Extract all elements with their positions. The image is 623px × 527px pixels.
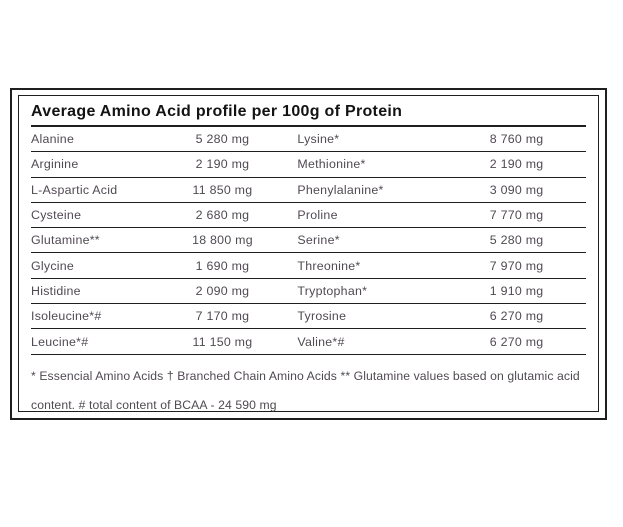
amino-value-left: 11 850 mg [192,182,253,197]
amino-name-left: Histidine [31,283,81,298]
amino-name-right: Methionine* [297,157,366,172]
footnote-line-1: * Essencial Amino Acids † Branched Chain… [31,368,580,383]
table-title: Average Amino Acid profile per 100g of P… [31,96,586,127]
amino-value-left: 2 090 mg [195,283,250,298]
amino-profile-outer-frame: Average Amino Acid profile per 100g of P… [10,88,607,420]
amino-name-left: Glycine [31,258,75,273]
amino-name-left: Alanine [31,132,75,147]
amino-value-left: 2 190 mg [195,157,250,172]
amino-name-right: Lysine* [297,132,340,147]
amino-acid-table: Alanine 5 280 mg Lysine* 8 760 mg Argini… [31,127,586,355]
amino-name-left: Isoleucine*# [31,309,102,324]
table-row: Alanine 5 280 mg Lysine* 8 760 mg [31,127,586,153]
table-row: Glycine 1 690 mg Threonine* 7 970 mg [31,253,586,279]
amino-value-right: 7 770 mg [489,208,544,223]
amino-name-right: Tyrosine [297,309,347,324]
amino-value-right: 8 760 mg [489,132,544,147]
amino-value-left: 1 690 mg [195,258,250,273]
table-footnote: * Essencial Amino Acids † Branched Chain… [31,355,586,420]
amino-value-left: 5 280 mg [195,132,250,147]
table-row: L-Aspartic Acid 11 850 mg Phenylalanine*… [31,178,586,203]
amino-name-right: Phenylalanine* [297,182,384,197]
amino-name-right: Serine* [297,233,340,248]
amino-profile-inner-frame: Average Amino Acid profile per 100g of P… [18,95,599,412]
amino-value-left: 2 680 mg [195,208,250,223]
amino-value-right: 7 970 mg [489,258,544,273]
amino-value-right: 6 270 mg [489,334,544,349]
amino-name-left: Glutamine** [31,233,100,248]
amino-value-left: 7 170 mg [195,309,250,324]
amino-value-left: 18 800 mg [192,233,253,248]
amino-value-right: 1 910 mg [489,283,544,298]
amino-value-right: 6 270 mg [489,309,544,324]
table-row: Glutamine** 18 800 mg Serine* 5 280 mg [31,228,586,254]
amino-value-right: 3 090 mg [489,182,544,197]
amino-name-right: Valine*# [297,334,345,349]
amino-name-left: Arginine [31,157,79,172]
table-row: Arginine 2 190 mg Methionine* 2 190 mg [31,152,586,178]
amino-value-left: 11 150 mg [192,334,253,349]
table-row: Cysteine 2 680 mg Proline 7 770 mg [31,203,586,229]
amino-name-left: L-Aspartic Acid [31,182,118,197]
table-row: Histidine 2 090 mg Tryptophan* 1 910 mg [31,279,586,305]
amino-name-right: Tryptophan* [297,283,368,298]
footnote-line-2: content. # total content of BCAA - 24 59… [31,397,277,412]
table-row: Leucine*# 11 150 mg Valine*# 6 270 mg [31,329,586,355]
amino-value-right: 2 190 mg [489,157,544,172]
amino-name-left: Cysteine [31,208,82,223]
amino-name-right: Proline [297,208,338,223]
amino-value-right: 5 280 mg [489,233,544,248]
table-row: Isoleucine*# 7 170 mg Tyrosine 6 270 mg [31,304,586,330]
amino-name-left: Leucine*# [31,334,89,349]
amino-name-right: Threonine* [297,258,361,273]
